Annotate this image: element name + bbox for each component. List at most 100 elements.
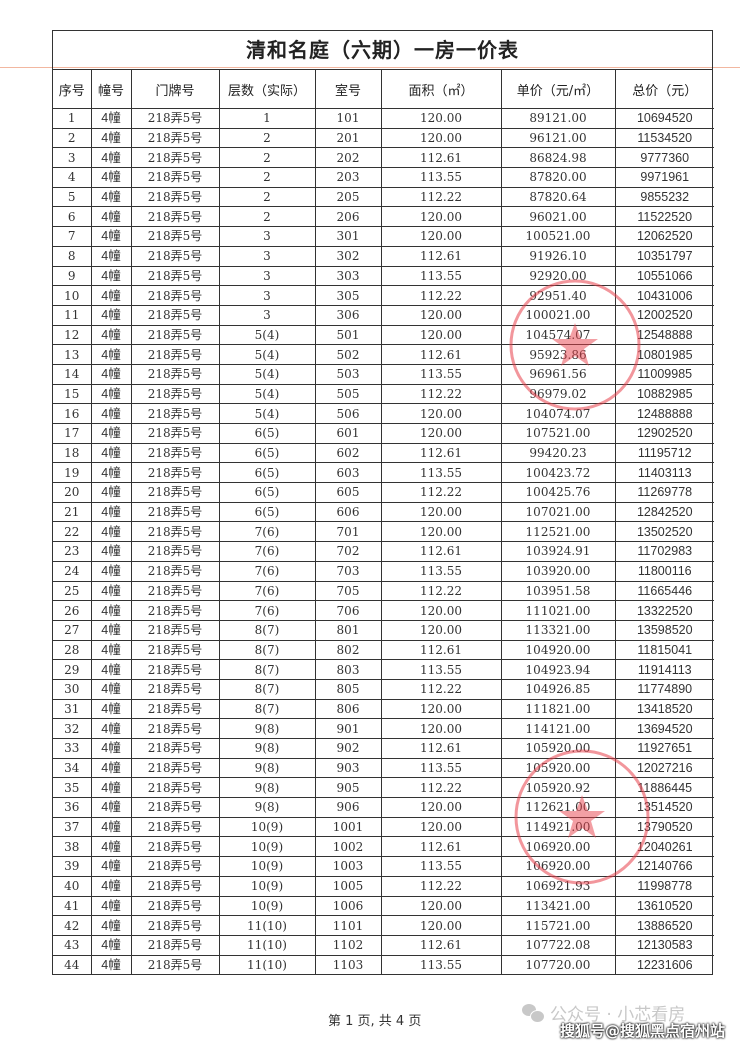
cell-index: 19 [53, 462, 92, 484]
cell-area: 120.00 [380, 816, 502, 838]
cell-index: 29 [53, 659, 92, 680]
cell-unit-price: 96021.00 [500, 206, 616, 228]
cell-index: 42 [53, 915, 92, 936]
cell-total-price: 11815041 [614, 639, 714, 661]
cell-building: 4幢 [90, 344, 132, 365]
cell-floor: 8(7) [218, 639, 316, 661]
cell-index: 22 [53, 521, 92, 543]
cell-room: 803 [314, 659, 382, 680]
cell-index: 2 [53, 127, 92, 149]
cell-building: 4幢 [90, 678, 132, 700]
cell-unit-price: 111021.00 [500, 600, 616, 621]
cell-total-price: 11195712 [614, 442, 714, 464]
cell-building: 4幢 [90, 934, 132, 956]
cell-area: 113.55 [380, 167, 502, 188]
cell-unit-price: 107722.08 [500, 934, 616, 956]
cell-building: 4幢 [90, 895, 132, 917]
cell-floor: 9(8) [218, 757, 316, 779]
table-row: 37 4幢 218弄5号 10(9) 1001 120.00 114921.00 137905… [53, 816, 714, 838]
cell-total-price: 11800116 [614, 560, 714, 582]
cell-building: 4幢 [90, 757, 132, 779]
cell-unit-price: 100423.72 [500, 462, 616, 484]
cell-room: 705 [314, 580, 382, 602]
cell-address: 218弄5号 [130, 580, 220, 602]
table-row: 42 4幢 218弄5号 11(10) 1101 120.00 115721.00 13886… [53, 915, 714, 936]
cell-index: 26 [53, 600, 92, 621]
cell-unit-price: 96961.56 [500, 363, 616, 385]
cell-unit-price: 104920.00 [500, 639, 616, 661]
cell-total-price: 9777360 [614, 147, 714, 169]
cell-floor: 2 [218, 167, 316, 188]
cell-building: 4幢 [90, 127, 132, 149]
cell-floor: 8(7) [218, 698, 316, 720]
cell-building: 4幢 [90, 698, 132, 720]
cell-unit-price: 107521.00 [500, 423, 616, 444]
table-row: 26 4幢 218弄5号 7(6) 706 120.00 111021.00 13322520 [53, 600, 714, 621]
cell-address: 218弄5号 [130, 147, 220, 169]
cell-building: 4幢 [90, 836, 132, 858]
cell-area: 120.00 [380, 304, 502, 326]
cell-address: 218弄5号 [130, 600, 220, 621]
cell-floor: 8(7) [218, 659, 316, 680]
cell-total-price: 10801985 [614, 344, 714, 365]
cell-index: 9 [53, 265, 92, 287]
cell-area: 112.61 [380, 738, 502, 759]
cell-area: 120.00 [380, 718, 502, 739]
table-row: 3 4幢 218弄5号 2 202 112.61 86824.98 9777360 [53, 147, 714, 169]
cell-address: 218弄5号 [130, 560, 220, 582]
cell-floor: 3 [218, 245, 316, 267]
table-row: 39 4幢 218弄5号 10(9) 1003 113.55 106920.00 121407… [53, 856, 714, 877]
cell-floor: 2 [218, 186, 316, 208]
cell-total-price: 11522520 [614, 206, 714, 228]
cell-room: 701 [314, 521, 382, 543]
cell-total-price: 9855232 [614, 186, 714, 208]
cell-building: 4幢 [90, 147, 132, 169]
cell-floor: 6(5) [218, 482, 316, 503]
cell-unit-price: 105920.92 [500, 777, 616, 799]
cell-building: 4幢 [90, 206, 132, 228]
cell-building: 4幢 [90, 521, 132, 543]
cell-room: 501 [314, 324, 382, 346]
cell-unit-price: 91926.10 [500, 245, 616, 267]
cell-building: 4幢 [90, 304, 132, 326]
wechat-watermark: 公众号 · 小芯看房 [522, 1000, 685, 1025]
cell-unit-price: 106921.93 [500, 875, 616, 897]
cell-unit-price: 87820.64 [500, 186, 616, 208]
header-col-floor: 层数（实际） [218, 70, 316, 109]
cell-address: 218弄5号 [130, 915, 220, 936]
cell-index: 11 [53, 304, 92, 326]
cell-index: 1 [53, 108, 92, 129]
price-sheet: 清和名庭（六期）一房一价表 序号 幢号 门牌号 层数（实际） 室号 面积（㎡） 单价（元/㎡… [52, 30, 714, 976]
cell-address: 218弄5号 [130, 186, 220, 208]
cell-total-price: 10551066 [614, 265, 714, 287]
cell-floor: 9(8) [218, 738, 316, 759]
cell-address: 218弄5号 [130, 226, 220, 247]
cell-room: 305 [314, 285, 382, 306]
cell-address: 218弄5号 [130, 738, 220, 759]
header-col-area: 面积（㎡） [380, 70, 502, 109]
cell-address: 218弄5号 [130, 797, 220, 818]
cell-address: 218弄5号 [130, 875, 220, 897]
cell-room: 602 [314, 442, 382, 464]
table-row: 21 4幢 218弄5号 6(5) 606 120.00 107021.00 12842520 [53, 501, 714, 523]
cell-area: 120.00 [380, 698, 502, 720]
cell-floor: 5(4) [218, 363, 316, 385]
wechat-icon [522, 1003, 545, 1023]
cell-room: 205 [314, 186, 382, 208]
cell-area: 113.55 [380, 560, 502, 582]
cell-building: 4幢 [90, 718, 132, 739]
cell-unit-price: 103924.91 [500, 541, 616, 562]
cell-area: 113.55 [380, 757, 502, 779]
cell-index: 39 [53, 856, 92, 877]
cell-building: 4幢 [90, 265, 132, 287]
cell-room: 1006 [314, 895, 382, 917]
table-row: 40 4幢 218弄5号 10(9) 1005 112.22 106921.93 119987… [53, 875, 714, 897]
cell-total-price: 11665446 [614, 580, 714, 602]
table-header-row: 序号 幢号 门牌号 层数（实际） 室号 面积（㎡） 单价（元/㎡） 总价（元） [53, 70, 714, 109]
cell-address: 218弄5号 [130, 501, 220, 523]
table-row: 30 4幢 218弄5号 8(7) 805 112.22 104926.85 11774890 [53, 678, 714, 700]
table-row: 18 4幢 218弄5号 6(5) 602 112.61 99420.23 11195712 [53, 442, 714, 464]
cell-index: 25 [53, 580, 92, 602]
cell-floor: 5(4) [218, 324, 316, 346]
cell-room: 101 [314, 108, 382, 129]
